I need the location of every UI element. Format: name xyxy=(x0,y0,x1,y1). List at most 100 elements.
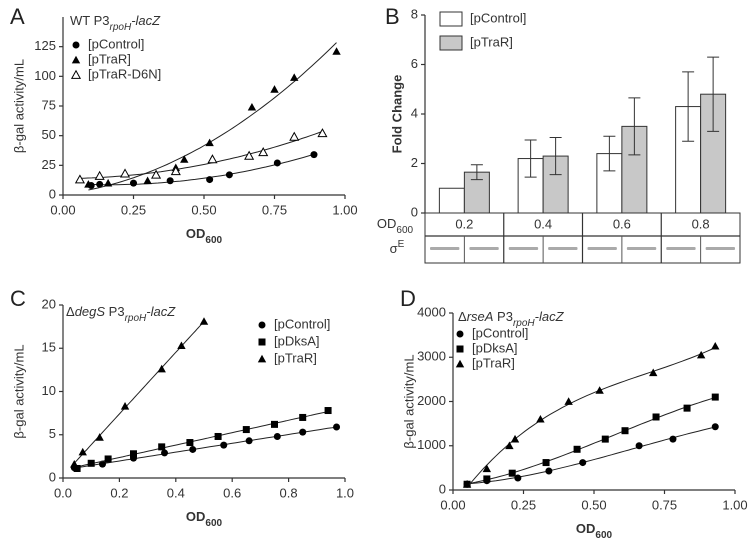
text-part: Δ xyxy=(458,309,467,324)
legend-marker xyxy=(258,338,266,346)
y-tick-label: 75 xyxy=(42,97,56,112)
error-bar xyxy=(470,164,483,181)
gel-band xyxy=(626,247,657,250)
point xyxy=(207,154,218,164)
fit-curve xyxy=(467,397,716,485)
legend-label: [pControl] xyxy=(472,325,528,340)
legend-marker xyxy=(70,69,82,79)
gel-band xyxy=(587,247,617,250)
error-bar xyxy=(524,139,537,178)
legend-label: [pDksA] xyxy=(274,333,320,348)
point xyxy=(74,174,85,184)
error-bar xyxy=(603,135,616,172)
x-tick-label: 0.25 xyxy=(511,497,536,512)
point xyxy=(711,423,719,431)
y-tick-label: 0 xyxy=(439,481,446,496)
point xyxy=(103,178,113,187)
point xyxy=(299,413,307,421)
text-part: rseA xyxy=(467,309,494,324)
x-tick-label: 1.00 xyxy=(722,497,747,512)
text-part: OD xyxy=(377,216,397,231)
y-tick-label: 125 xyxy=(34,38,56,53)
point xyxy=(220,441,228,449)
x-tick-label: 0.00 xyxy=(440,497,465,512)
point xyxy=(245,437,253,445)
y-axis-label: β-gal activity/mL xyxy=(401,354,416,448)
legend-label: [pTraR] xyxy=(88,51,131,66)
x-tick-label: 0.4 xyxy=(167,485,185,500)
y-tick-label: 4000 xyxy=(417,304,446,319)
error-bar xyxy=(707,56,720,132)
row-label: σE xyxy=(390,239,405,256)
point xyxy=(98,460,106,468)
text-part: σ xyxy=(390,241,398,256)
y-tick-label: 3000 xyxy=(417,349,446,364)
point xyxy=(273,432,281,440)
legend-label: [pTraR] xyxy=(472,355,515,370)
fit-curve xyxy=(79,130,323,179)
point xyxy=(143,176,152,185)
point xyxy=(505,441,514,450)
y-tick-label: 100 xyxy=(34,68,56,83)
legend-marker xyxy=(257,354,267,363)
x-tick-label: 0.75 xyxy=(262,202,287,217)
point xyxy=(711,341,720,350)
point xyxy=(225,171,233,179)
x-tick-label: 0.2 xyxy=(110,485,128,500)
fit-curve xyxy=(74,426,337,469)
point xyxy=(270,85,279,93)
y-axis-label: Fold Change xyxy=(389,75,404,154)
point xyxy=(514,474,522,482)
point xyxy=(161,449,169,457)
point xyxy=(536,415,545,423)
gel-band xyxy=(705,247,735,250)
point xyxy=(542,459,550,467)
text-part: rpoH xyxy=(110,22,132,33)
x-tick-label: 1.0 xyxy=(336,485,354,500)
point xyxy=(258,147,269,157)
panel-letter: B xyxy=(385,4,400,29)
point xyxy=(95,433,104,441)
error-bar xyxy=(628,97,641,156)
point xyxy=(247,102,257,111)
legend-label: [pControl] xyxy=(88,36,144,51)
point xyxy=(96,180,104,188)
point xyxy=(573,445,581,453)
legend-marker xyxy=(72,41,80,49)
point xyxy=(151,169,162,179)
bar xyxy=(438,187,465,214)
panel-letter: A xyxy=(10,4,25,29)
panel-letter: C xyxy=(10,286,26,311)
point xyxy=(635,442,643,450)
x-tick-label: 0.75 xyxy=(652,497,677,512)
error-bar xyxy=(682,71,695,142)
point xyxy=(310,151,318,159)
point xyxy=(299,428,307,436)
point xyxy=(206,176,214,184)
legend-label: [pControl] xyxy=(470,10,526,25)
text-part: -lacZ xyxy=(535,309,565,324)
x-tick-label: 0.6 xyxy=(613,216,631,231)
y-axis-label: β-gal activity/mL xyxy=(11,344,26,438)
legend-label: [pTraR] xyxy=(274,350,317,365)
x-axis-label: OD600 xyxy=(377,216,414,236)
point xyxy=(324,407,332,415)
y-tick-label: 20 xyxy=(42,296,56,311)
gel-band xyxy=(548,247,578,250)
x-axis-label: OD600 xyxy=(576,521,613,541)
point xyxy=(273,159,281,167)
x-tick-label: 0.6 xyxy=(223,485,241,500)
point xyxy=(545,467,553,475)
point xyxy=(564,397,573,405)
x-tick-label: 0.4 xyxy=(534,216,552,231)
y-tick-label: 5 xyxy=(49,426,56,441)
point xyxy=(186,439,194,447)
y-tick-label: 15 xyxy=(42,340,56,355)
point xyxy=(104,455,112,463)
point xyxy=(205,138,214,147)
text-part: 600 xyxy=(396,225,413,236)
y-tick-label: 6 xyxy=(411,56,418,71)
text-part: OD xyxy=(576,521,596,536)
text-part: -lacZ xyxy=(146,304,176,319)
point xyxy=(333,423,341,431)
